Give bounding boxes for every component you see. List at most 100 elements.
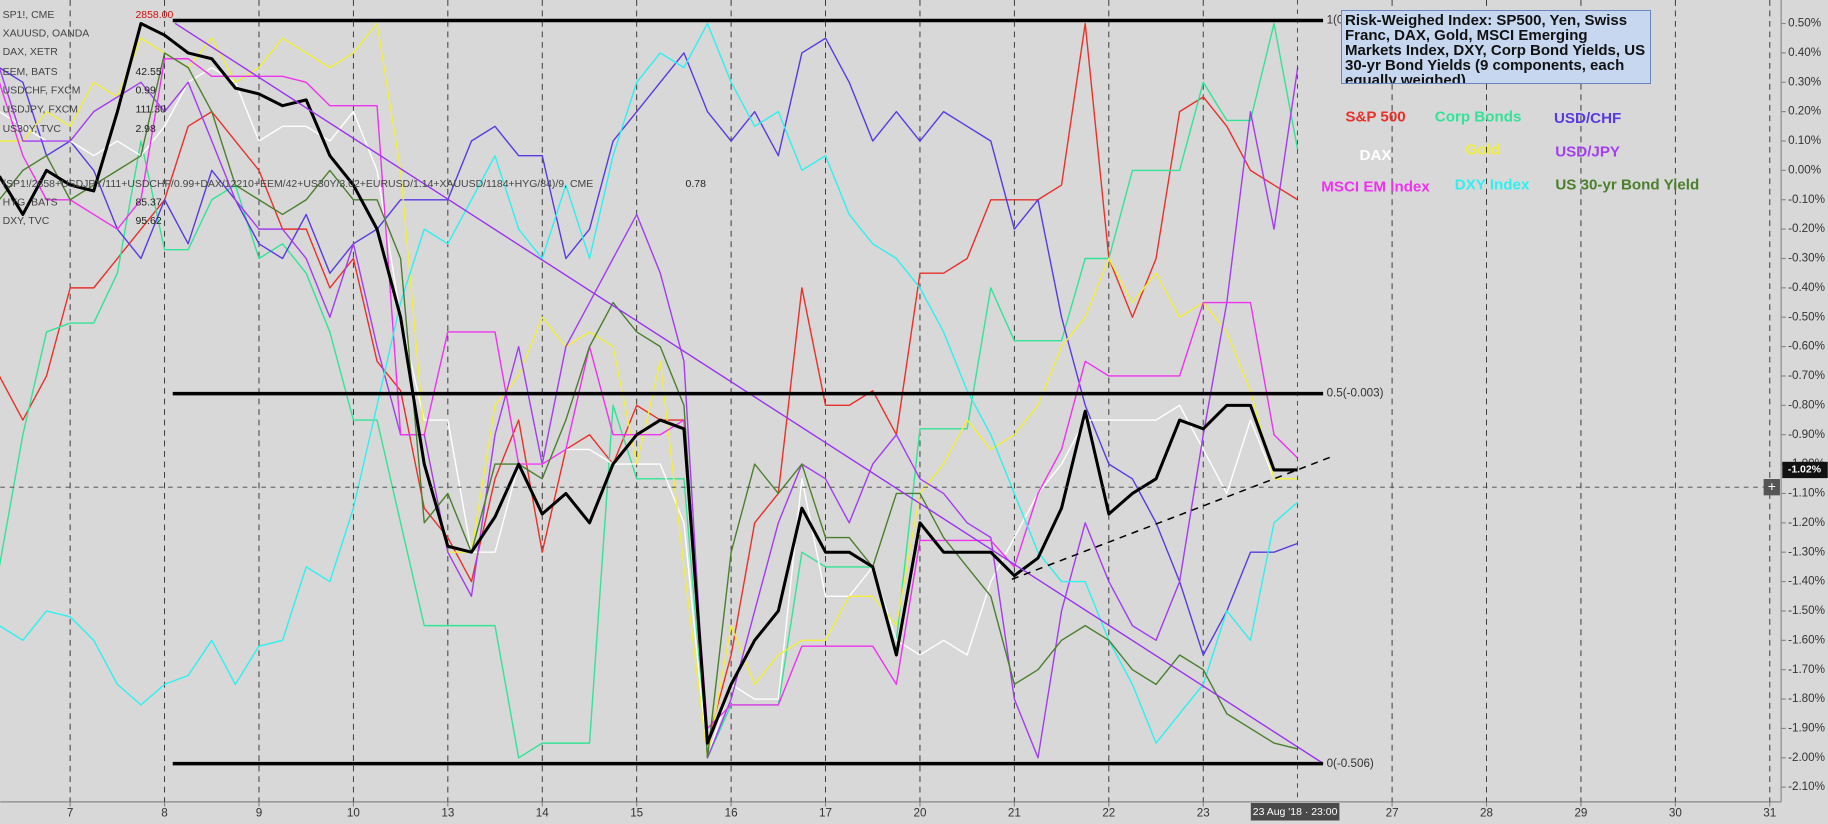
symbol-list: SP1!, CME 2858.00 XAUUSD, OANDA DAX, XETR EE… bbox=[3, 10, 707, 227]
x-tick-label: 20 bbox=[913, 807, 926, 820]
symbol-name: DAX, XETR bbox=[3, 47, 59, 58]
x-tick-label: 22 bbox=[1102, 807, 1115, 820]
add-button[interactable] bbox=[1763, 479, 1780, 496]
series-line bbox=[0, 52, 1298, 759]
x-tick-label: 28 bbox=[1480, 807, 1493, 820]
y-tick-label: -1.50% bbox=[1788, 604, 1825, 617]
y-tick-label: -1.40% bbox=[1788, 575, 1825, 588]
x-tick-label: 16 bbox=[725, 807, 738, 820]
crosshair-label-box bbox=[1250, 803, 1340, 821]
y-tick-label: 0.30% bbox=[1788, 75, 1821, 88]
symbol-name: XAUUSD, OANDA bbox=[3, 29, 90, 40]
symbol-name: USDCHF, FXCM bbox=[3, 86, 81, 97]
legend-entry: US 30-yr Bond Yield bbox=[1555, 176, 1699, 193]
series-line bbox=[0, 22, 1299, 744]
y-tick-label: 0.10% bbox=[1788, 134, 1821, 147]
symbol-value: 2.98 bbox=[135, 124, 156, 135]
series-line bbox=[0, 58, 1299, 730]
x-tick-label: 9 bbox=[256, 807, 262, 820]
x-tick-label: 31 bbox=[1763, 807, 1776, 820]
symbol-name: DXY, TVC bbox=[3, 216, 50, 227]
y-tick-label: -2.00% bbox=[1788, 751, 1825, 764]
x-tick-label: 8 bbox=[161, 807, 167, 820]
symbol-value: 95.62 bbox=[135, 216, 161, 227]
y-tick-label: -0.20% bbox=[1788, 222, 1825, 235]
trend-line-dashed bbox=[1011, 456, 1332, 580]
composite-line bbox=[0, 22, 1298, 745]
symbol-name: EEM, BATS bbox=[3, 67, 58, 78]
y-tick-label: -0.50% bbox=[1788, 310, 1825, 323]
x-tick-label: 13 bbox=[441, 807, 454, 820]
symbol-value: 85.37 bbox=[135, 198, 161, 209]
level-label: 0.5(-0.003) bbox=[1327, 387, 1384, 400]
symbol-value: 0.78 bbox=[686, 179, 707, 190]
legend-entry: S&P 500 bbox=[1345, 109, 1405, 126]
legend-entry: DXY Index bbox=[1455, 176, 1530, 193]
y-tick-label: 0.20% bbox=[1788, 105, 1821, 118]
y-tick-label: -2.10% bbox=[1788, 780, 1825, 793]
y-tick-label: 0.50% bbox=[1788, 17, 1821, 30]
x-tick-label: 10 bbox=[347, 807, 360, 820]
fib-levels: 1(0 0.5(-0.003) 0(-0.506) bbox=[172, 14, 1384, 770]
grid bbox=[69, 0, 1771, 802]
level-label: 0(-0.506) bbox=[1327, 757, 1374, 770]
symbol-value: 111.30 bbox=[135, 104, 166, 115]
y-tick-label: -0.10% bbox=[1788, 193, 1825, 206]
price-tag-label: -1.02% bbox=[1788, 465, 1822, 476]
x-tick-label: 14 bbox=[536, 807, 549, 820]
x-tick-label: 23 bbox=[1197, 807, 1210, 820]
symbol-value: 0.99 bbox=[135, 86, 156, 97]
legend-entry: Gold bbox=[1466, 141, 1500, 158]
plot-background bbox=[0, 0, 1781, 802]
symbol-value: 42.55 bbox=[135, 67, 161, 78]
symbol-name: HYG, BATS bbox=[3, 198, 58, 209]
y-tick-label: 0.00% bbox=[1788, 163, 1821, 176]
x-tick-label: 29 bbox=[1574, 807, 1587, 820]
y-tick-label: -1.10% bbox=[1788, 487, 1825, 500]
y-tick-label: -1.60% bbox=[1788, 633, 1825, 646]
series-lines bbox=[0, 22, 1299, 759]
legend-entry: Corp Bonds bbox=[1435, 109, 1522, 126]
y-tick-label: -1.30% bbox=[1788, 545, 1825, 558]
y-tick-label: -1.20% bbox=[1788, 516, 1825, 529]
y-tick-label: -0.80% bbox=[1788, 398, 1825, 411]
y-axis-strip bbox=[1781, 0, 1828, 824]
y-tick-label: -0.90% bbox=[1788, 428, 1825, 441]
add-button-icon[interactable]: + bbox=[1768, 478, 1776, 494]
y-tick-label: -0.30% bbox=[1788, 252, 1825, 265]
symbol-name: US30Y, TVC bbox=[3, 124, 62, 135]
y-tick-label: -1.90% bbox=[1788, 722, 1825, 735]
level-label: 1(0 bbox=[1327, 14, 1344, 27]
legend-entry: USD/CHF bbox=[1554, 110, 1621, 127]
x-tick-label: 30 bbox=[1669, 807, 1682, 820]
legend: S&P 500 Corp Bonds USD/CHF DAX Gold USD/JPY MS… bbox=[1321, 109, 1699, 196]
axes: 0.50% 0.40% 0.30% 0.20% 0.10% 0.00% -0.10% -0.2… bbox=[67, 17, 1828, 820]
symbol-name: SP1!, CME bbox=[3, 10, 55, 21]
crosshair-label: 23 Aug '18 · 23:00 bbox=[1253, 807, 1338, 818]
series-line bbox=[0, 22, 1299, 759]
y-tick-label: 0.40% bbox=[1788, 46, 1821, 59]
x-tick-label: 7 bbox=[67, 807, 73, 820]
y-tick-label: -1.70% bbox=[1788, 663, 1825, 676]
x-tick-label: 27 bbox=[1386, 807, 1399, 820]
x-tick-label: 17 bbox=[819, 807, 832, 820]
y-tick-label: -0.60% bbox=[1788, 340, 1825, 353]
series-line bbox=[0, 67, 1299, 759]
x-tick-label: 15 bbox=[630, 807, 643, 820]
y-tick-label: -1.80% bbox=[1788, 692, 1825, 705]
symbol-name: USDJPY, FXCM bbox=[3, 104, 78, 115]
symbol-value: 2858.00 bbox=[135, 10, 173, 21]
legend-entry: DAX bbox=[1360, 147, 1392, 164]
symbol-name: (SP1!/2858+USDJPY/111+USDCHF/0.99+DAX/12… bbox=[3, 179, 594, 190]
series-line bbox=[0, 22, 1298, 759]
y-tick-label: -0.70% bbox=[1788, 369, 1825, 382]
chart-title: Risk-Weighed Index: SP500, Yen, Swiss Fr… bbox=[1341, 10, 1651, 84]
series-line bbox=[0, 37, 1298, 656]
x-tick-label: 21 bbox=[1008, 807, 1021, 820]
price-tag bbox=[1782, 461, 1828, 479]
legend-entry: MSCI EM Index bbox=[1321, 179, 1430, 196]
y-tick-label: -0.40% bbox=[1788, 281, 1825, 294]
legend-entry: USD/JPY bbox=[1555, 144, 1620, 161]
